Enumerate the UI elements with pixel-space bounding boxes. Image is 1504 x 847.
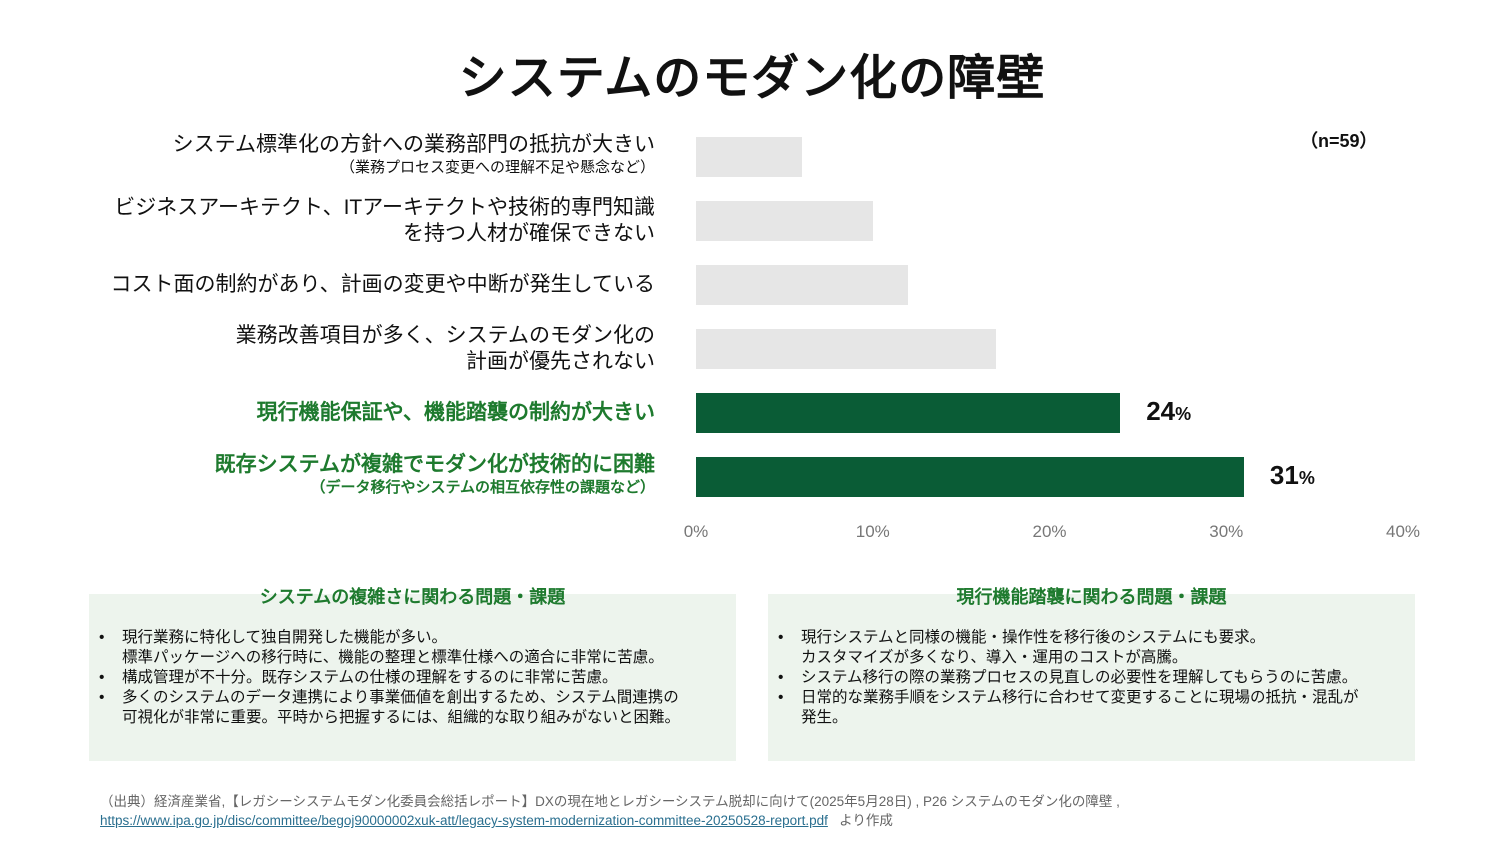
category-label: システム標準化の方針への業務部門の抵抗が大きい （業務プロセス変更への理解不足や懸… bbox=[173, 132, 655, 178]
category-main: コスト面の制約があり、計画の変更や中断が発生している bbox=[110, 273, 655, 296]
bar bbox=[696, 137, 803, 177]
category-main: 現行機能保証や、機能踏襲の制約が大きい bbox=[256, 401, 655, 424]
bar bbox=[696, 457, 1244, 497]
x-tick-label: 30% bbox=[1209, 522, 1244, 541]
bar bbox=[696, 393, 1121, 433]
bar bbox=[696, 329, 997, 369]
category-sub: （データ移行やシステムの相互依存性の課題など） bbox=[310, 479, 655, 496]
issue-box-title: システムの複雑さに関わる問題・課題 bbox=[259, 587, 566, 607]
category-label: ビジネスアーキテクト、ITアーキテクトや技術的専門知識を持つ人材が確保できない bbox=[114, 195, 655, 247]
x-tick-label: 20% bbox=[1032, 522, 1067, 541]
issue-list: 現行業務に特化して独自開発した機能が多い。標準パッケージへの移行時に、機能の整理… bbox=[99, 628, 726, 728]
category-main: システム標準化の方針への業務部門の抵抗が大きい bbox=[172, 133, 655, 156]
category-main: 既存システムが複雑でモダン化が技術的に困難 bbox=[214, 453, 655, 476]
category-sub: （業務プロセス変更への理解不足や懸念など） bbox=[339, 159, 655, 176]
issue-item: 構成管理が不十分。既存システムの仕様の理解をするのに非常に苦慮。 bbox=[99, 668, 726, 688]
category-main-2: 計画が優先されない bbox=[466, 350, 655, 373]
data-label: 31% bbox=[1269, 460, 1315, 490]
x-tick-label: 0% bbox=[683, 522, 709, 541]
issue-item: 現行システムと同様の機能・操作性を移行後のシステムにも要求。カスタマイズが多くな… bbox=[778, 628, 1405, 668]
issue-item: 現行業務に特化して独自開発した機能が多い。標準パッケージへの移行時に、機能の整理… bbox=[99, 628, 726, 668]
page-title: システムのモダン化の障壁 bbox=[458, 52, 1046, 105]
issue-item: システム移行の際の業務プロセスの見直しの必要性を理解してもらうのに苦慮。 bbox=[778, 668, 1405, 688]
bar bbox=[696, 265, 909, 305]
data-label: 24% bbox=[1146, 396, 1192, 426]
source-note: （出典）経済産業省,【レガシーシステムモダン化委員会総括レポート】DXの現在地と… bbox=[100, 792, 1120, 830]
bar bbox=[696, 201, 873, 241]
issue-box-title: 現行機能踏襲に関わる問題・課題 bbox=[956, 587, 1227, 607]
category-main: 業務改善項目が多く、システムのモダン化の bbox=[235, 324, 655, 347]
issue-box: システムの複雑さに関わる問題・課題現行業務に特化して独自開発した機能が多い。標準… bbox=[89, 587, 736, 761]
category-label: 現行機能保証や、機能踏襲の制約が大きい bbox=[257, 400, 655, 426]
x-tick-label: 40% bbox=[1385, 522, 1421, 541]
source-suffix: より作成 bbox=[839, 813, 893, 828]
sample-size: （n=59） bbox=[1300, 131, 1378, 151]
x-tick-label: 10% bbox=[855, 522, 890, 541]
issue-box: 現行機能踏襲に関わる問題・課題現行システムと同様の機能・操作性を移行後のシステム… bbox=[768, 587, 1415, 761]
category-main-2: を持つ人材が確保できない bbox=[403, 222, 655, 245]
category-label: コスト面の制約があり、計画の変更や中断が発生している bbox=[110, 272, 655, 298]
category-main: ビジネスアーキテクト、ITアーキテクトや技術的専門知識 bbox=[114, 196, 655, 219]
source-text: （出典）経済産業省,【レガシーシステムモダン化委員会総括レポート】DXの現在地と… bbox=[100, 794, 1120, 809]
source-link[interactable]: https://www.ipa.go.jp/disc/committee/beg… bbox=[100, 813, 828, 828]
issue-item: 多くのシステムのデータ連携により事業価値を創出するため、システム間連携の可視化が… bbox=[99, 688, 726, 728]
category-label: 既存システムが複雑でモダン化が技術的に困難 （データ移行やシステムの相互依存性の課… bbox=[215, 452, 655, 498]
category-label: 業務改善項目が多く、システムのモダン化の計画が優先されない bbox=[236, 323, 655, 375]
issue-list: 現行システムと同様の機能・操作性を移行後のシステムにも要求。カスタマイズが多くな… bbox=[778, 628, 1405, 728]
